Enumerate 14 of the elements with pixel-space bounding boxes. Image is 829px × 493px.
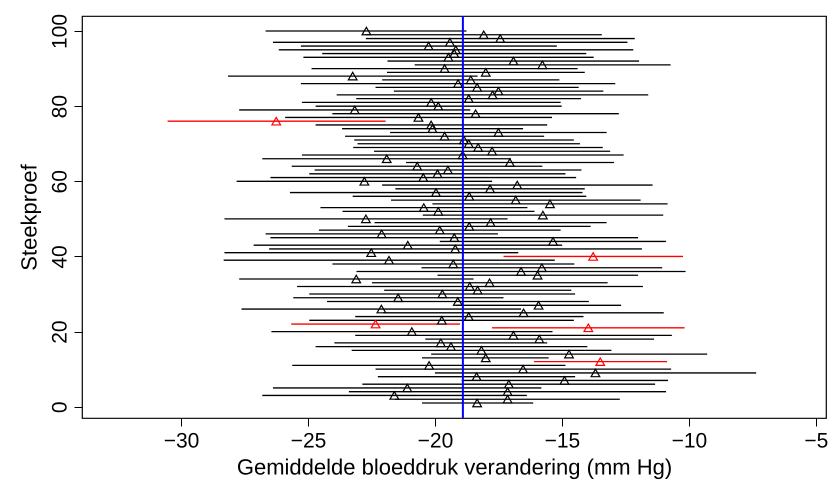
- x-tick-label: −5: [804, 430, 828, 452]
- y-tick-label: 60: [48, 170, 72, 194]
- x-tick-label: −25: [290, 430, 326, 452]
- y-tick-label: 80: [48, 94, 72, 118]
- x-tick-label: −15: [544, 430, 580, 452]
- x-tick-label: −10: [672, 430, 708, 452]
- x-axis-title: Gemiddelde bloeddruk verandering (mm Hg): [236, 454, 672, 480]
- y-tick-label: 100: [48, 14, 72, 50]
- y-tick-label: 40: [48, 245, 72, 269]
- y-tick-label: 20: [48, 320, 72, 344]
- x-tick-label: −20: [418, 430, 454, 452]
- y-axis-title: Steekproef: [16, 163, 42, 271]
- x-tick-label: −30: [164, 430, 200, 452]
- y-tick-label: 0: [48, 401, 72, 414]
